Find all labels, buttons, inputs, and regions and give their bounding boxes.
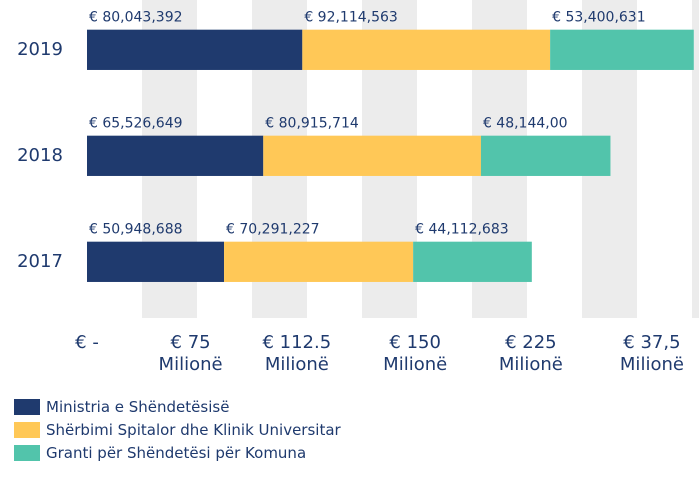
legend-label: Shërbimi Spitalor dhe Klinik Universitar — [46, 421, 341, 439]
bar-segment — [302, 29, 551, 70]
legend-item: Shërbimi Spitalor dhe Klinik Universitar — [14, 421, 341, 439]
bar-segment — [263, 135, 481, 176]
legend-swatch — [14, 399, 40, 415]
data-label: € 70,291,227 — [226, 222, 320, 238]
data-label: € 65,526,649 — [89, 116, 183, 132]
bar-segment — [550, 29, 694, 70]
data-label: € 92,114,563 — [304, 10, 398, 26]
bar-segment — [87, 29, 303, 70]
legend-swatch — [14, 422, 40, 438]
y-tick-label: 2019 — [17, 39, 63, 60]
legend-item: Granti për Shëndetësi për Komuna — [14, 444, 306, 462]
bar-segment — [224, 241, 414, 282]
bar-segment — [413, 241, 532, 282]
x-tick-label: € 150 Milionë — [383, 332, 448, 375]
plot: 2019 € 80,043,392 € 92,114,563 € 53,400,631… — [17, 0, 699, 318]
x-tick-label: € 225 Milionë — [498, 332, 563, 375]
data-label: € 48,144,00 — [483, 116, 568, 132]
bar-segment — [87, 241, 225, 282]
data-label: € 80,043,392 — [89, 10, 183, 26]
bar-segment — [480, 135, 611, 176]
legend-swatch — [14, 445, 40, 461]
data-label: € 50,948,688 — [89, 222, 183, 238]
legend-label: Ministria e Shëndetësisë — [46, 398, 230, 416]
legend-label: Granti për Shëndetësi për Komuna — [46, 444, 307, 462]
x-tick-label: € 112.5 Milionë — [262, 332, 332, 375]
stripe — [692, 0, 699, 318]
bar-segment — [87, 135, 264, 176]
y-tick-label: 2018 — [17, 145, 63, 166]
data-label: € 80,915,714 — [265, 116, 359, 132]
y-tick-label: 2017 — [17, 251, 63, 272]
x-tick-label: € - — [75, 332, 99, 353]
data-label: € 44,112,683 — [415, 222, 509, 238]
data-label: € 53,400,631 — [552, 10, 646, 26]
x-tick-label: € 37,5 Milionë — [619, 332, 684, 375]
legend-item: Ministria e Shëndetësisë — [14, 398, 229, 416]
x-tick-label: € 75 Milionë — [158, 332, 223, 375]
